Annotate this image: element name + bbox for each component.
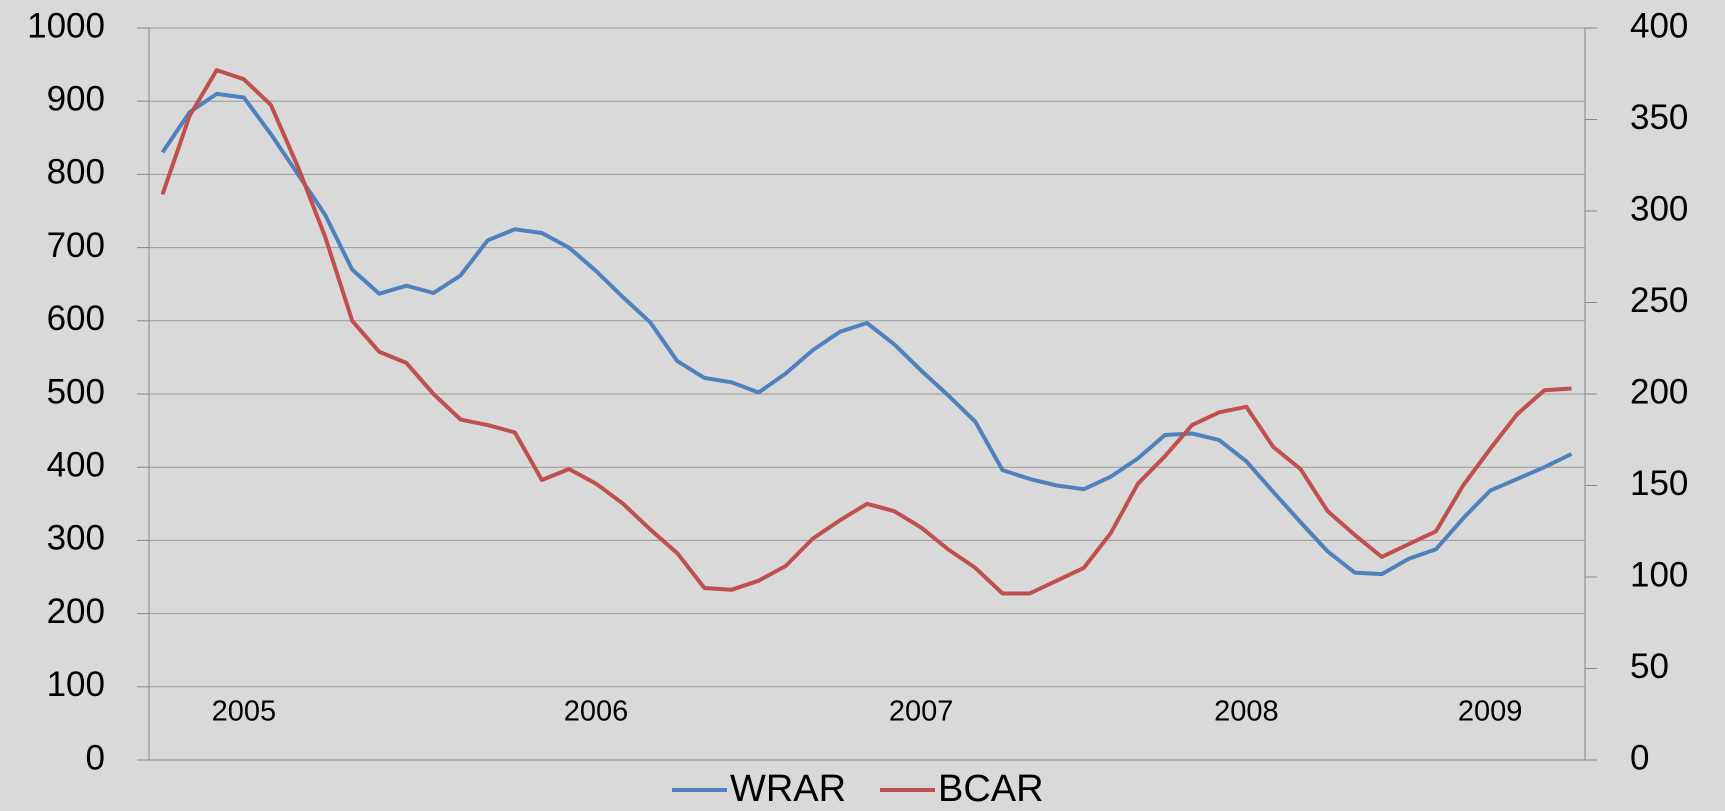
x-tick-label: 2006 xyxy=(564,696,629,728)
y2-tick-label: 100 xyxy=(1630,555,1688,594)
line-series xyxy=(160,91,1573,577)
y2-tick-label: 150 xyxy=(1630,464,1688,503)
y-tick-label: 300 xyxy=(47,519,105,558)
y2-tick-label: 200 xyxy=(1630,372,1688,411)
y2-tick-label: 0 xyxy=(1630,738,1649,777)
y-tick-label: 200 xyxy=(47,592,105,631)
y2-tick-label: 250 xyxy=(1630,281,1688,320)
y2-tick-label: 300 xyxy=(1630,189,1688,228)
legend-label: BCAR xyxy=(938,768,1044,810)
y-tick-label: 500 xyxy=(47,372,105,411)
y-tick-label: 400 xyxy=(47,445,105,484)
x-tick-label: 2008 xyxy=(1214,696,1279,728)
legend-label: WRAR xyxy=(730,768,846,810)
y-tick-label: 600 xyxy=(47,299,105,338)
y-tick-label: 100 xyxy=(47,665,105,704)
y2-tick-label: 50 xyxy=(1630,647,1669,686)
y-tick-label: 900 xyxy=(47,79,105,118)
y-tick-label: 0 xyxy=(86,738,105,777)
y-tick-label: 800 xyxy=(47,153,105,192)
x-tick-label: 2005 xyxy=(212,696,277,728)
y-tick-label: 1000 xyxy=(27,6,105,45)
x-tick-label: 2009 xyxy=(1458,696,1523,728)
line-series xyxy=(160,68,1572,596)
x-tick-label: 2007 xyxy=(889,696,954,728)
y2-tick-label: 350 xyxy=(1630,98,1688,137)
y2-tick-label: 400 xyxy=(1630,6,1688,45)
y-tick-label: 700 xyxy=(47,226,105,265)
